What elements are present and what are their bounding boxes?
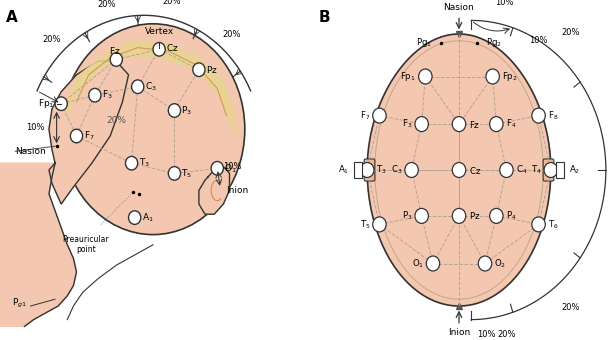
Text: $\mathregular{C}_{3}$: $\mathregular{C}_{3}$ [391,164,403,176]
FancyBboxPatch shape [354,162,362,178]
Circle shape [452,163,466,177]
Circle shape [132,80,144,94]
FancyBboxPatch shape [543,159,554,181]
Text: $\mathregular{A}_{1}$: $\mathregular{A}_{1}$ [142,211,154,224]
Text: Vertex: Vertex [144,27,174,36]
Text: 10%: 10% [26,123,45,132]
Text: 20%: 20% [561,303,580,312]
Circle shape [427,256,439,271]
Text: Nasion: Nasion [444,3,474,12]
Circle shape [490,117,503,132]
Polygon shape [367,34,551,306]
Circle shape [153,42,165,56]
Circle shape [168,167,181,180]
Text: 20%: 20% [498,329,516,339]
FancyBboxPatch shape [364,159,375,181]
Circle shape [419,69,432,84]
Circle shape [373,108,386,123]
Circle shape [405,163,419,177]
Text: $\mathregular{F}_{3}$: $\mathregular{F}_{3}$ [402,118,412,130]
Text: $\mathregular{O}_{1}$: $\mathregular{O}_{1}$ [224,162,237,174]
Ellipse shape [61,24,245,235]
Text: $\mathregular{F}_{7}$: $\mathregular{F}_{7}$ [360,109,370,122]
Polygon shape [199,167,230,214]
Text: Preauricular
point: Preauricular point [62,235,109,254]
Circle shape [168,104,181,117]
Text: 20%: 20% [162,0,181,6]
Text: $\mathregular{A}_{2}$: $\mathregular{A}_{2}$ [569,164,580,176]
Text: $\mathregular{T}_{5}$: $\mathregular{T}_{5}$ [360,218,370,231]
Text: $\mathregular{C}_{4}$: $\mathregular{C}_{4}$ [515,164,527,176]
Circle shape [490,208,503,223]
Text: $\mathregular{F}_{8}$: $\mathregular{F}_{8}$ [548,109,558,122]
Text: $\mathregular{P}_{3}$: $\mathregular{P}_{3}$ [402,210,412,222]
Text: A: A [6,10,18,25]
Circle shape [89,88,101,102]
Text: 20%: 20% [98,0,116,8]
Text: $\mathregular{O}_{2}$: $\mathregular{O}_{2}$ [494,257,506,270]
Circle shape [415,208,428,223]
Text: 10%: 10% [495,0,513,6]
Text: Inion: Inion [226,186,248,195]
Text: $\mathregular{F}_{3}$: $\mathregular{F}_{3}$ [102,89,113,101]
Text: 10%: 10% [529,36,548,45]
Text: $\mathregular{O}_{1}$: $\mathregular{O}_{1}$ [412,257,424,270]
Text: B: B [318,10,330,25]
Text: $\mathregular{Pg}_{2}$: $\mathregular{Pg}_{2}$ [486,36,502,49]
Text: $\mathregular{T}_{3}$: $\mathregular{T}_{3}$ [138,157,150,169]
Text: $\mathregular{C}_{3}$: $\mathregular{C}_{3}$ [145,81,157,93]
Circle shape [415,117,428,132]
Text: 20%: 20% [561,28,580,37]
Text: $\mathregular{Fp}_{1}$: $\mathregular{Fp}_{1}$ [400,70,416,83]
Circle shape [452,208,466,223]
Circle shape [129,211,141,224]
Text: $\mathregular{T}_{3}$: $\mathregular{T}_{3}$ [376,164,387,176]
Text: $\mathregular{T}_{6}$: $\mathregular{T}_{6}$ [548,218,559,231]
Circle shape [193,63,205,76]
Text: 20%: 20% [106,116,126,125]
Text: $\mathregular{A}_{1}$: $\mathregular{A}_{1}$ [338,164,349,176]
Text: $\mathregular{T}_{5}$: $\mathregular{T}_{5}$ [181,167,193,180]
Text: $\mathregular{Cz}$: $\mathregular{Cz}$ [469,165,481,175]
Text: $\mathregular{P}_{g1}$: $\mathregular{P}_{g1}$ [12,298,28,310]
Polygon shape [67,41,236,136]
Circle shape [125,156,138,170]
Text: 20%: 20% [222,30,241,39]
Text: 10%: 10% [223,162,242,171]
Circle shape [532,108,545,123]
Circle shape [479,256,492,271]
Circle shape [70,129,83,143]
Circle shape [373,217,386,232]
Circle shape [452,117,466,132]
Circle shape [360,163,374,177]
Text: $\mathregular{Fp}_{1}$: $\mathregular{Fp}_{1}$ [38,97,54,110]
Circle shape [110,53,122,66]
Circle shape [486,69,499,84]
Text: $\mathregular{Pz}$: $\mathregular{Pz}$ [469,210,480,221]
Text: $\mathregular{Cz}$: $\mathregular{Cz}$ [166,42,179,53]
Text: $\mathregular{Pz}$: $\mathregular{Pz}$ [206,64,218,75]
Text: $\mathregular{Fz}$: $\mathregular{Fz}$ [469,119,480,130]
Text: $\mathregular{F}_{7}$: $\mathregular{F}_{7}$ [83,130,94,142]
Text: $\mathregular{Fz}$: $\mathregular{Fz}$ [109,46,121,56]
Circle shape [532,217,545,232]
Circle shape [55,97,67,110]
Text: $\mathregular{P}_{4}$: $\mathregular{P}_{4}$ [506,210,517,222]
Text: $\mathregular{T}_{4}$: $\mathregular{T}_{4}$ [531,164,542,176]
Text: $\mathregular{P}_{3}$: $\mathregular{P}_{3}$ [181,104,192,117]
FancyBboxPatch shape [556,162,564,178]
Text: Nasion: Nasion [15,147,46,156]
Text: $\mathregular{Pg}_{1}$: $\mathregular{Pg}_{1}$ [416,36,432,49]
Circle shape [544,163,558,177]
Circle shape [499,163,513,177]
Polygon shape [0,163,76,326]
Text: 10%: 10% [477,330,496,339]
Text: 20%: 20% [42,35,61,44]
Circle shape [211,162,223,175]
Text: $\mathregular{Fp}_{2}$: $\mathregular{Fp}_{2}$ [502,70,518,83]
Text: Inion: Inion [448,328,470,337]
Text: $\mathregular{F}_{4}$: $\mathregular{F}_{4}$ [506,118,516,130]
Polygon shape [49,61,129,204]
